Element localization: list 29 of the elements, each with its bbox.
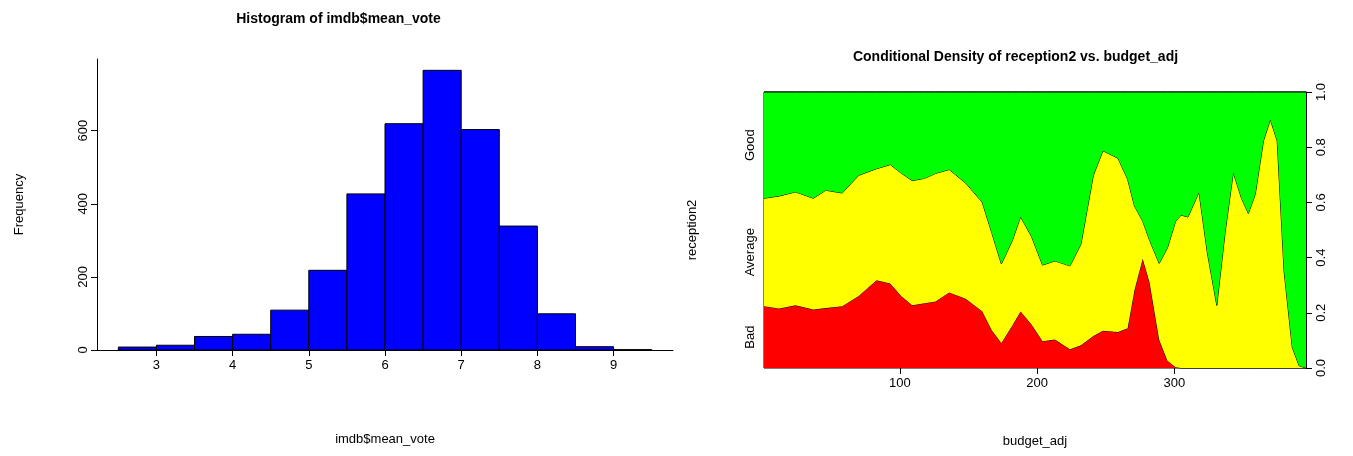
text: Average	[742, 228, 757, 277]
x-tick-label: 6	[381, 357, 389, 372]
y-tick-label: 0.4	[1313, 248, 1328, 267]
y-tick-label: 1.0	[1313, 82, 1328, 102]
y-tick-label: 0.6	[1313, 193, 1328, 212]
chart-title: Histogram of imdb$mean_vote	[236, 10, 442, 26]
x-tick-label: 100	[888, 375, 911, 390]
x-tick-label: 9	[609, 357, 618, 372]
x-tick-label: 7	[457, 357, 465, 372]
chart-title: Conditional Density of reception2 vs. budget_adj	[852, 48, 1179, 64]
x-tick-label: 200	[1026, 375, 1048, 390]
x-axis-title: imdb$mean_vote	[335, 431, 435, 446]
x-axis-title: budget_adj	[1002, 433, 1068, 448]
y-axis-title: reception2	[684, 199, 699, 261]
y-tick-label: 0.0	[1313, 358, 1328, 378]
text: Bad	[742, 325, 757, 349]
y-tick-label: 200	[75, 266, 90, 288]
y-tick-label: 0.2	[1313, 303, 1328, 322]
x-tick-label: 300	[1163, 375, 1186, 390]
y-tick-label: 0.8	[1313, 138, 1328, 157]
x-tick-label: 5	[305, 357, 313, 372]
y-tick-label: 600	[75, 119, 90, 142]
text: Good	[742, 129, 757, 162]
x-tick-label: 4	[229, 357, 237, 372]
y-tick-label: 400	[75, 192, 90, 215]
x-tick-label: 3	[152, 357, 161, 372]
y-tick-label: 0	[75, 346, 90, 354]
y-axis-title: Frequency	[11, 173, 26, 236]
x-tick-label: 8	[533, 357, 541, 372]
